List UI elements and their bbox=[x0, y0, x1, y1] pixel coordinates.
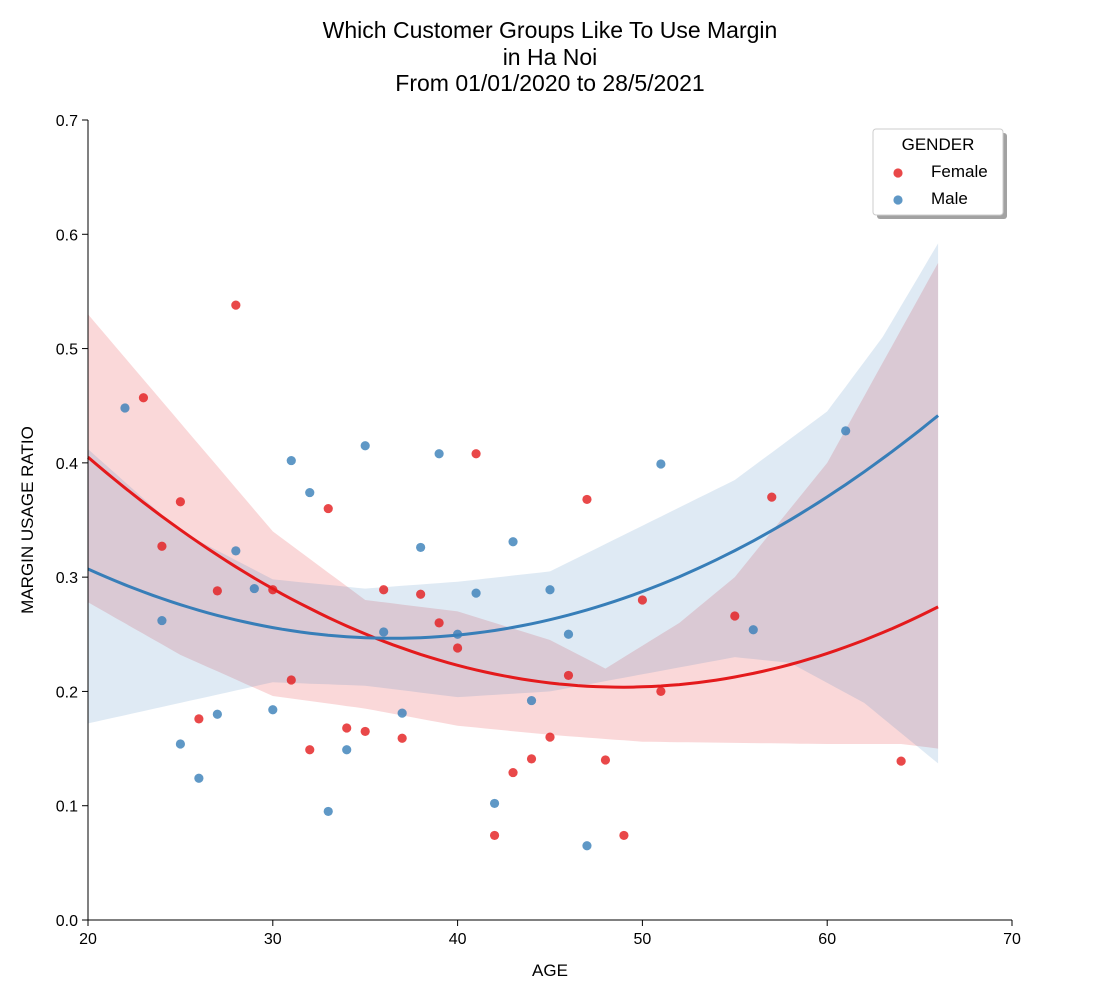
y-tick-label: 0.3 bbox=[56, 570, 78, 587]
point-female bbox=[730, 611, 740, 621]
legend-marker-male bbox=[893, 195, 903, 205]
axes bbox=[87, 120, 1012, 921]
point-female bbox=[175, 497, 185, 507]
legend-marker-female bbox=[893, 168, 903, 178]
point-female bbox=[342, 723, 352, 733]
point-female bbox=[545, 732, 555, 742]
point-female bbox=[268, 585, 278, 595]
y-tick-label: 0.1 bbox=[56, 799, 78, 816]
chart-title: Which Customer Groups Like To Use Margin… bbox=[323, 17, 778, 96]
x-tick-label: 70 bbox=[1003, 931, 1021, 948]
y-tick-label: 0.6 bbox=[56, 227, 78, 244]
point-male bbox=[453, 629, 463, 639]
ci-band-female bbox=[88, 262, 939, 749]
x-ticks: 20 30 40 50 60 70 bbox=[79, 920, 1021, 948]
point-male bbox=[342, 745, 352, 755]
point-female bbox=[526, 754, 537, 764]
legend-label-female: Female bbox=[931, 162, 988, 181]
point-female bbox=[453, 643, 463, 653]
y-ticks: 0.0 0.1 0.2 0.3 0.4 0.5 0.6 0.7 bbox=[56, 113, 88, 930]
point-male bbox=[563, 629, 574, 639]
title-line-1: Which Customer Groups Like To Use Margin bbox=[323, 17, 778, 43]
legend-box bbox=[872, 128, 1004, 216]
fit-line-male bbox=[87, 414, 940, 640]
point-female bbox=[305, 745, 315, 755]
point-male bbox=[268, 705, 278, 715]
point-female bbox=[600, 755, 611, 765]
point-male bbox=[175, 739, 185, 749]
point-female bbox=[471, 449, 481, 459]
point-male bbox=[489, 798, 500, 809]
point-female bbox=[194, 714, 204, 724]
point-female bbox=[231, 300, 241, 310]
point-female bbox=[619, 830, 629, 841]
point-female bbox=[323, 503, 333, 514]
y-tick-label: 0.5 bbox=[56, 342, 78, 359]
point-female bbox=[416, 589, 426, 599]
point-male bbox=[471, 588, 481, 598]
y-tick-label: 0.2 bbox=[56, 684, 78, 701]
regression-lines bbox=[87, 414, 940, 689]
point-male bbox=[323, 806, 333, 817]
point-male bbox=[194, 773, 204, 783]
y-tick-label: 0.7 bbox=[56, 113, 78, 130]
x-tick-label: 20 bbox=[79, 931, 97, 948]
point-male bbox=[416, 542, 426, 553]
point-female bbox=[637, 595, 648, 605]
fit-line-female bbox=[87, 456, 939, 689]
x-tick-label: 40 bbox=[449, 931, 467, 948]
point-female bbox=[286, 675, 296, 685]
point-male bbox=[582, 841, 592, 851]
point-male bbox=[508, 537, 518, 547]
point-female bbox=[508, 767, 518, 778]
point-female bbox=[896, 756, 906, 766]
point-female bbox=[563, 670, 574, 681]
point-female bbox=[360, 726, 370, 737]
point-male bbox=[434, 449, 444, 459]
point-male bbox=[379, 627, 389, 637]
x-tick-label: 60 bbox=[818, 931, 836, 948]
point-male bbox=[120, 403, 130, 413]
point-male bbox=[397, 708, 407, 718]
legend: GENDER Female Male bbox=[872, 128, 1007, 219]
point-female bbox=[138, 393, 149, 403]
title-line-3: From 01/01/2020 to 28/5/2021 bbox=[395, 70, 704, 96]
point-male bbox=[656, 459, 666, 469]
point-male bbox=[305, 487, 315, 498]
point-male bbox=[212, 709, 222, 719]
point-male bbox=[748, 625, 758, 635]
point-female bbox=[489, 830, 500, 841]
confidence-bands bbox=[88, 243, 939, 764]
point-male bbox=[526, 695, 537, 706]
legend-title: GENDER bbox=[902, 135, 975, 154]
point-male bbox=[545, 585, 555, 595]
point-female bbox=[212, 586, 222, 596]
point-male bbox=[249, 583, 259, 594]
y-axis-label: MARGIN USAGE RATIO bbox=[18, 426, 37, 614]
point-female bbox=[582, 494, 592, 505]
title-line-2: in Ha Noi bbox=[503, 44, 598, 70]
point-female bbox=[379, 585, 389, 595]
x-tick-label: 30 bbox=[264, 931, 282, 948]
point-male bbox=[286, 455, 296, 466]
point-female bbox=[397, 733, 407, 743]
y-tick-label: 0.4 bbox=[56, 456, 78, 473]
point-male bbox=[841, 426, 851, 436]
point-female bbox=[656, 686, 666, 697]
point-male bbox=[157, 615, 167, 626]
point-male bbox=[360, 441, 370, 451]
point-male bbox=[231, 546, 241, 556]
point-female bbox=[157, 541, 167, 551]
point-female bbox=[434, 618, 444, 628]
y-tick-label: 0.0 bbox=[56, 913, 78, 930]
legend-label-male: Male bbox=[931, 189, 968, 208]
x-axis-label: AGE bbox=[532, 961, 568, 980]
data-points bbox=[120, 300, 906, 851]
point-female bbox=[767, 492, 777, 502]
x-tick-label: 50 bbox=[634, 931, 652, 948]
